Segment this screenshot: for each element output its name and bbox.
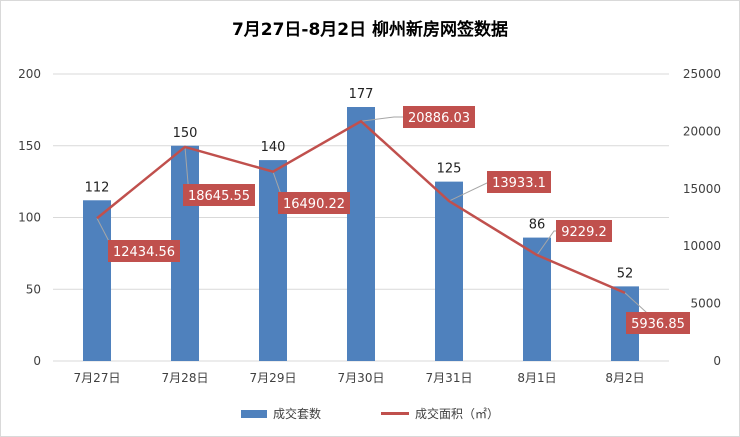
line-value-label-box [403, 106, 475, 128]
x-tick-label: 7月30日 [338, 371, 385, 385]
area-line [96, 119, 626, 294]
bar [259, 160, 287, 361]
line-value-label: 9229.2 [561, 225, 607, 240]
x-tick-label: 7月29日 [250, 371, 297, 385]
bar-value-label: 177 [349, 87, 374, 102]
legend-item-line: 成交面积（㎡） [381, 405, 499, 422]
legend-label-line: 成交面积（㎡） [415, 407, 500, 421]
line-value-label: 20886.03 [408, 111, 470, 126]
y-right-tick-label: 10000 [683, 239, 721, 253]
x-tick-label: 8月1日 [517, 371, 556, 385]
legend: 成交套数 成交面积（㎡） [1, 405, 739, 422]
legend-label-bar: 成交套数 [272, 407, 321, 421]
line-value-label-box [183, 184, 255, 206]
bar [83, 200, 111, 361]
x-tick-label: 7月28日 [162, 371, 209, 385]
line-value-label: 12434.56 [113, 245, 175, 260]
x-tick-label: 8月2日 [605, 371, 644, 385]
line-value-label: 5936.85 [631, 317, 685, 332]
bar-value-label: 125 [437, 162, 462, 177]
legend-item-bar: 成交套数 [240, 405, 321, 422]
y-right-tick-label: 5000 [690, 297, 721, 311]
bar-value-label: 52 [617, 266, 634, 281]
line-value-label: 16490.22 [283, 197, 345, 212]
y-right-tick-label: 25000 [683, 67, 721, 81]
bar-value-label: 150 [173, 126, 198, 141]
y-left-tick-label: 200 [18, 67, 41, 81]
bar [435, 181, 463, 361]
legend-swatch-line [381, 412, 409, 415]
bar [347, 107, 375, 361]
line-value-label-box [108, 240, 180, 262]
bar-value-label: 86 [529, 218, 546, 233]
y-left-tick-label: 100 [18, 211, 41, 225]
x-tick-label: 7月31日 [426, 371, 473, 385]
line-value-label-box [556, 220, 612, 242]
chart-title: 7月27日-8月2日 柳州新房网签数据 [231, 20, 509, 40]
line-value-label-box [626, 312, 690, 334]
bar-value-label: 140 [261, 140, 286, 155]
y-left-tick-label: 0 [33, 354, 41, 368]
y-right-tick-label: 0 [713, 354, 721, 368]
line-value-label-box [487, 171, 551, 193]
line-value-label: 18645.55 [188, 189, 250, 204]
line-value-label-box [278, 192, 350, 214]
y-left-tick-label: 150 [18, 139, 41, 153]
x-tick-label: 7月27日 [74, 371, 121, 385]
y-right-tick-label: 15000 [683, 182, 721, 196]
y-right-tick-label: 20000 [683, 124, 721, 138]
y-left-tick-label: 50 [26, 282, 41, 296]
bar-value-label: 112 [85, 180, 110, 195]
line-value-label: 13933.1 [492, 176, 546, 191]
legend-swatch-bar [240, 409, 267, 418]
